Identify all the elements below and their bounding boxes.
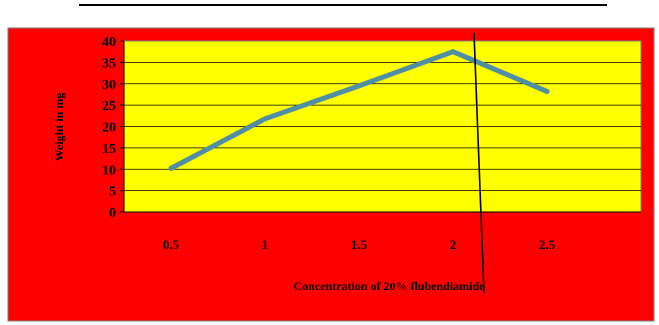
y-tick-label: 20 bbox=[102, 121, 116, 136]
y-tick-label: 15 bbox=[102, 142, 116, 157]
x-tick-label: 1.5 bbox=[351, 237, 368, 252]
x-axis-label: Concentration of 20% flubendiamide bbox=[293, 279, 485, 293]
data-point bbox=[451, 49, 456, 54]
y-tick-label: 40 bbox=[102, 35, 116, 50]
y-tick-label: 0 bbox=[109, 206, 116, 221]
y-tick-label: 35 bbox=[102, 56, 116, 71]
x-tick-label: 1 bbox=[262, 237, 269, 252]
y-tick-label: 25 bbox=[102, 99, 116, 114]
y-tick-label: 30 bbox=[102, 78, 116, 93]
data-point bbox=[263, 116, 268, 121]
x-tick-label: 2.5 bbox=[539, 237, 556, 252]
data-point bbox=[357, 83, 362, 88]
y-tick-label: 10 bbox=[102, 163, 116, 178]
x-tick-label: 2 bbox=[450, 237, 457, 252]
x-tick-label: 0.5 bbox=[163, 237, 180, 252]
data-point bbox=[169, 166, 174, 171]
data-point bbox=[545, 89, 550, 94]
y-axis-label: Weight in mg bbox=[52, 93, 66, 162]
y-tick-label: 5 bbox=[109, 185, 116, 200]
